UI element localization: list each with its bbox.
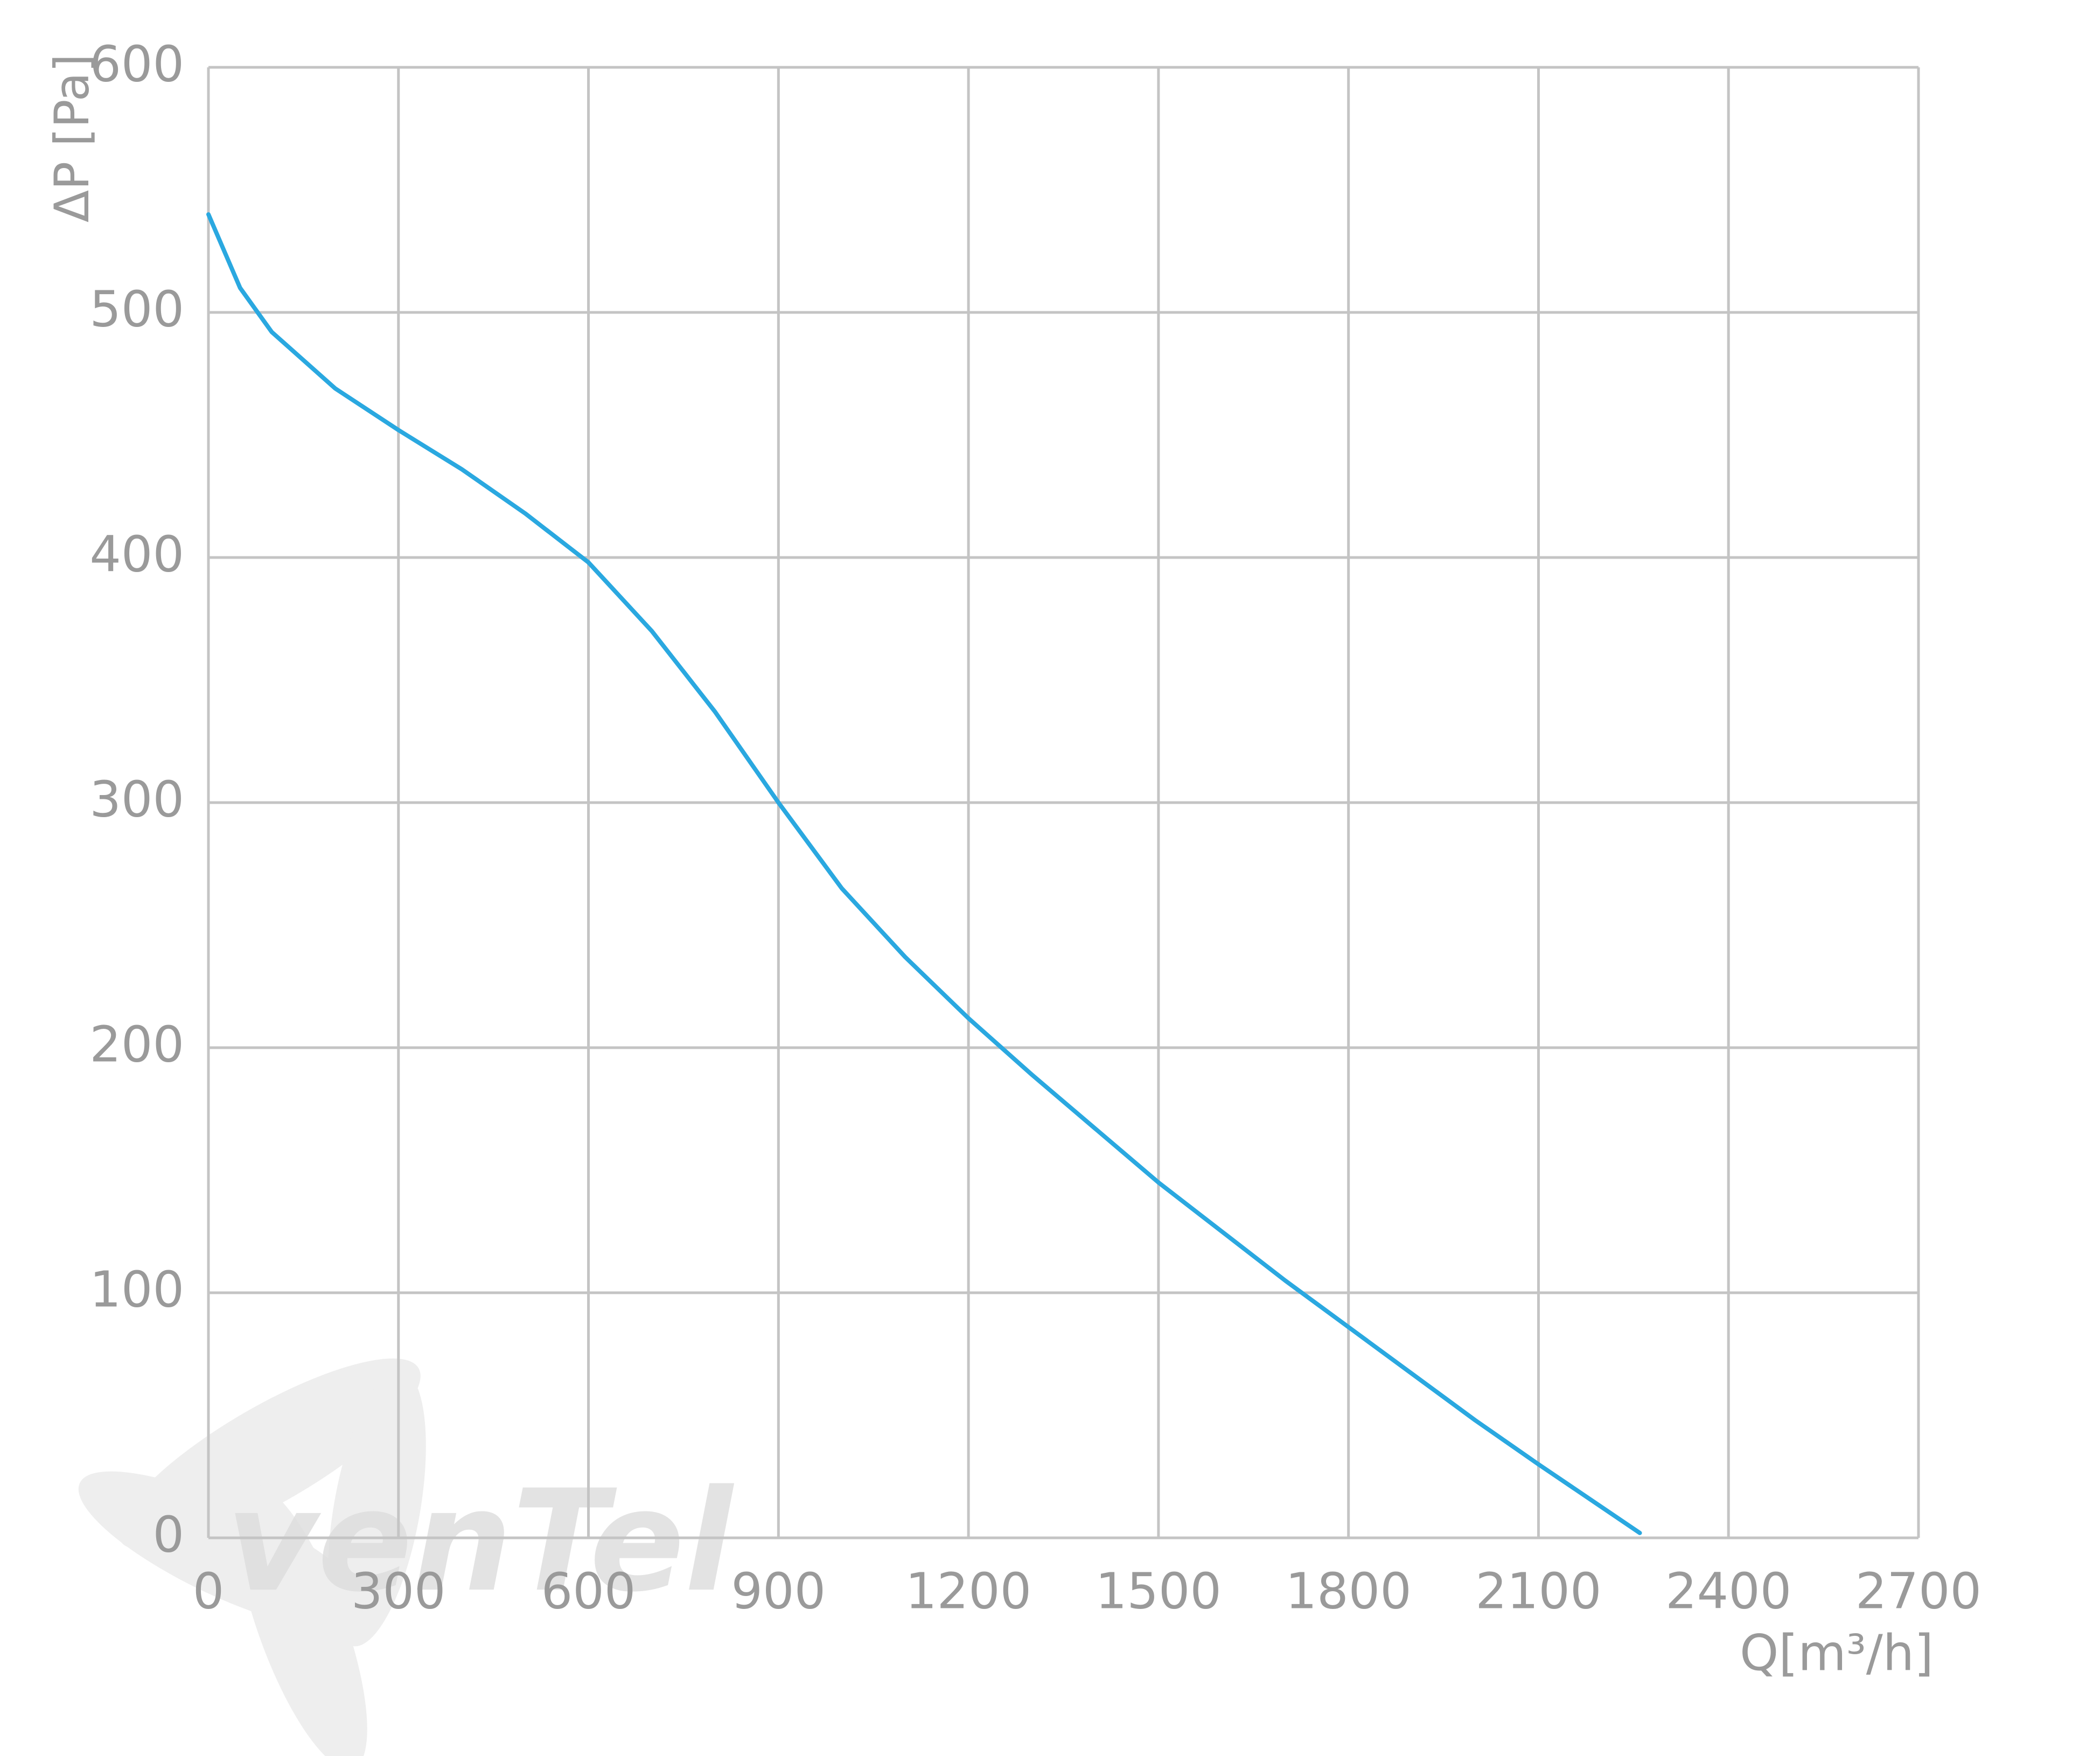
x-axis-label: Q[m³/h] bbox=[1740, 1624, 1934, 1682]
y-tick-label: 600 bbox=[89, 35, 184, 93]
x-tick-label: 2700 bbox=[1855, 1562, 1982, 1620]
y-tick-label: 300 bbox=[89, 770, 184, 828]
x-tick-label: 1500 bbox=[1096, 1562, 1222, 1620]
data-line bbox=[206, 212, 1642, 1535]
y-tick-label: 100 bbox=[89, 1260, 184, 1318]
x-tick-label: 1200 bbox=[905, 1562, 1031, 1620]
x-tick-label: 900 bbox=[731, 1562, 826, 1620]
watermark-logo: venTel bbox=[226, 1460, 735, 1623]
y-tick-label: 200 bbox=[89, 1015, 184, 1073]
x-tick-label: 600 bbox=[541, 1562, 636, 1620]
x-tick-label: 0 bbox=[193, 1562, 225, 1620]
x-tick-label: 1800 bbox=[1286, 1562, 1412, 1620]
y-tick-label: 400 bbox=[89, 525, 184, 583]
x-tick-label: 2400 bbox=[1665, 1562, 1791, 1620]
y-tick-label: 0 bbox=[152, 1506, 184, 1563]
x-tick-label: 2100 bbox=[1475, 1562, 1601, 1620]
y-tick-label: 500 bbox=[89, 280, 184, 338]
y-axis-label: ΔP [Pa] bbox=[44, 54, 100, 222]
watermark-fan bbox=[78, 1358, 426, 1756]
x-tick-label: 300 bbox=[351, 1562, 446, 1620]
